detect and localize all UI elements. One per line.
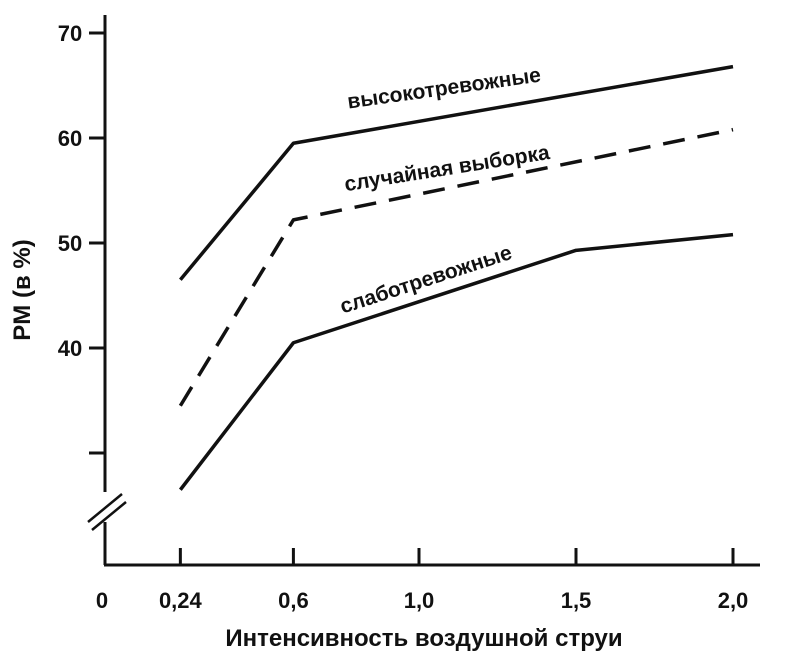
x-tick-label: 0 bbox=[96, 588, 108, 613]
axis-break-mark-1 bbox=[87, 493, 123, 523]
ticks: 40 50 60 70 0 0,24 0,6 1,0 1,5 2,0 bbox=[58, 21, 749, 613]
y-tick-label: 60 bbox=[58, 126, 82, 151]
series-line bbox=[178, 232, 734, 491]
y-tick-label: 50 bbox=[58, 231, 82, 256]
x-tick-label: 1,5 bbox=[561, 588, 592, 613]
y-tick-label: 40 bbox=[58, 336, 82, 361]
x-tick-label: 1,0 bbox=[404, 588, 435, 613]
series-label: случайная выборка bbox=[343, 141, 552, 196]
x-tick-label: 2,0 bbox=[718, 588, 749, 613]
axis-break-mark-2 bbox=[91, 501, 127, 531]
x-tick-label: 0,6 bbox=[278, 588, 309, 613]
y-tick-label: 70 bbox=[58, 21, 82, 46]
axes bbox=[87, 15, 760, 567]
series-layer bbox=[178, 64, 734, 491]
series-line bbox=[179, 64, 734, 281]
x-tick-label: 0,24 bbox=[159, 588, 203, 613]
series-line bbox=[178, 127, 734, 407]
y-axis-title: PM (в %) bbox=[9, 239, 36, 340]
x-axis-title: Интенсивность воздушной струи bbox=[225, 625, 622, 652]
